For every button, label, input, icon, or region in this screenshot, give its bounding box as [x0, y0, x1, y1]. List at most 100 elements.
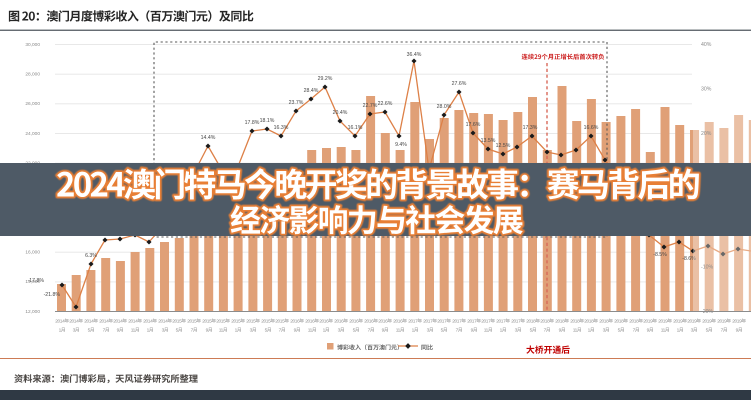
svg-text:1月: 1月 [500, 328, 507, 334]
svg-text:27.6%: 27.6% [452, 81, 467, 87]
svg-text:1月: 1月 [323, 328, 330, 334]
svg-text:2017年: 2017年 [511, 318, 525, 325]
svg-text:11月: 11月 [219, 328, 228, 334]
svg-text:2018年: 2018年 [599, 318, 613, 325]
svg-text:2019年: 2019年 [687, 318, 701, 325]
svg-text:2017年: 2017年 [408, 318, 422, 325]
svg-text:11月: 11月 [484, 328, 493, 334]
svg-text:9.4%: 9.4% [395, 142, 407, 148]
svg-text:3月: 3月 [515, 328, 522, 334]
svg-text:9月: 9月 [471, 328, 478, 334]
svg-text:5月: 5月 [265, 328, 272, 334]
svg-text:9月: 9月 [206, 328, 213, 334]
svg-text:9月: 9月 [559, 328, 566, 334]
svg-text:1月: 1月 [147, 328, 154, 334]
svg-text:29.2%: 29.2% [318, 76, 333, 82]
svg-text:11月: 11月 [396, 328, 405, 334]
svg-text:36.4%: 36.4% [407, 52, 422, 58]
svg-text:1月: 1月 [59, 328, 66, 334]
svg-text:11月: 11月 [308, 328, 317, 334]
svg-text:2014年: 2014年 [143, 318, 157, 325]
svg-text:2014年: 2014年 [158, 318, 172, 325]
svg-text:18.1%: 18.1% [260, 118, 275, 124]
svg-text:2017年: 2017年 [467, 318, 481, 325]
svg-text:2016年: 2016年 [334, 318, 348, 325]
svg-text:3月: 3月 [691, 328, 698, 334]
svg-text:24,000: 24,000 [25, 131, 40, 137]
svg-text:2015年: 2015年 [261, 318, 275, 325]
svg-text:14,000: 14,000 [25, 279, 40, 285]
svg-text:2014年: 2014年 [84, 318, 98, 325]
svg-text:2019年: 2019年 [643, 318, 657, 325]
svg-text:7月: 7月 [721, 328, 728, 334]
svg-text:2015年: 2015年 [172, 318, 186, 325]
svg-text:2014年: 2014年 [55, 318, 69, 325]
svg-text:3月: 3月 [250, 328, 257, 334]
svg-text:2018年: 2018年 [570, 318, 584, 325]
svg-text:16.1%: 16.1% [348, 125, 363, 131]
svg-text:2016年: 2016年 [319, 318, 333, 325]
svg-text:2015年: 2015年 [246, 318, 260, 325]
svg-text:30,000: 30,000 [25, 42, 40, 48]
svg-text:2017年: 2017年 [452, 318, 466, 325]
svg-text:28.4%: 28.4% [304, 88, 319, 94]
svg-text:1月: 1月 [588, 328, 595, 334]
svg-text:7月: 7月 [544, 328, 551, 334]
svg-text:2019年: 2019年 [732, 318, 746, 325]
svg-text:9月: 9月 [294, 328, 301, 334]
svg-text:7月: 7月 [279, 328, 286, 334]
svg-text:7月: 7月 [368, 328, 375, 334]
svg-text:3月: 3月 [427, 328, 434, 334]
svg-text:2015年: 2015年 [231, 318, 245, 325]
svg-text:7月: 7月 [456, 328, 463, 334]
svg-text:5月: 5月 [441, 328, 448, 334]
svg-text:2017年: 2017年 [481, 318, 495, 325]
svg-text:2018年: 2018年 [584, 318, 598, 325]
svg-text:9月: 9月 [647, 328, 654, 334]
svg-text:26,000: 26,000 [25, 101, 40, 107]
svg-text:5月: 5月 [353, 328, 360, 334]
svg-text:2019年: 2019年 [658, 318, 672, 325]
svg-text:2015年: 2015年 [216, 318, 230, 325]
svg-text:2017年: 2017年 [496, 318, 510, 325]
svg-text:5月: 5月 [618, 328, 625, 334]
svg-text:11月: 11月 [573, 328, 582, 334]
svg-text:2018年: 2018年 [629, 318, 643, 325]
svg-text:14.4%: 14.4% [201, 135, 216, 141]
svg-text:1月: 1月 [677, 328, 684, 334]
svg-text:2014年: 2014年 [128, 318, 142, 325]
svg-text:12.5%: 12.5% [496, 143, 511, 149]
svg-text:2014年: 2014年 [69, 318, 83, 325]
svg-text:1月: 1月 [235, 328, 242, 334]
svg-text:2015年: 2015年 [187, 318, 201, 325]
svg-text:2016年: 2016年 [364, 318, 378, 325]
svg-text:22.6%: 22.6% [378, 101, 393, 107]
svg-text:2018年: 2018年 [526, 318, 540, 325]
svg-text:5月: 5月 [176, 328, 183, 334]
svg-text:2015年: 2015年 [202, 318, 216, 325]
svg-text:9月: 9月 [736, 328, 743, 334]
svg-text:2016年: 2016年 [378, 318, 392, 325]
svg-text:9月: 9月 [117, 328, 124, 334]
svg-text:16,000: 16,000 [25, 250, 40, 256]
svg-text:2016年: 2016年 [393, 318, 407, 325]
svg-text:40%: 40% [701, 42, 712, 48]
svg-text:11月: 11月 [661, 328, 670, 334]
svg-text:6.3%: 6.3% [85, 253, 97, 259]
svg-text:3月: 3月 [338, 328, 345, 334]
svg-text:3月: 3月 [73, 328, 80, 334]
svg-text:5月: 5月 [706, 328, 713, 334]
svg-text:-8.5%: -8.5% [653, 252, 667, 258]
svg-text:20%: 20% [701, 131, 712, 137]
svg-text:2019年: 2019年 [717, 318, 731, 325]
svg-text:2019年: 2019年 [673, 318, 687, 325]
svg-text:3月: 3月 [603, 328, 610, 334]
svg-text:28,000: 28,000 [25, 72, 40, 78]
svg-text:5月: 5月 [88, 328, 95, 334]
svg-text:30%: 30% [701, 86, 712, 92]
svg-text:2019年: 2019年 [702, 318, 716, 325]
svg-text:7月: 7月 [191, 328, 198, 334]
svg-text:11月: 11月 [131, 328, 140, 334]
svg-text:22.7%: 22.7% [363, 103, 378, 109]
svg-text:-10%: -10% [701, 264, 713, 270]
